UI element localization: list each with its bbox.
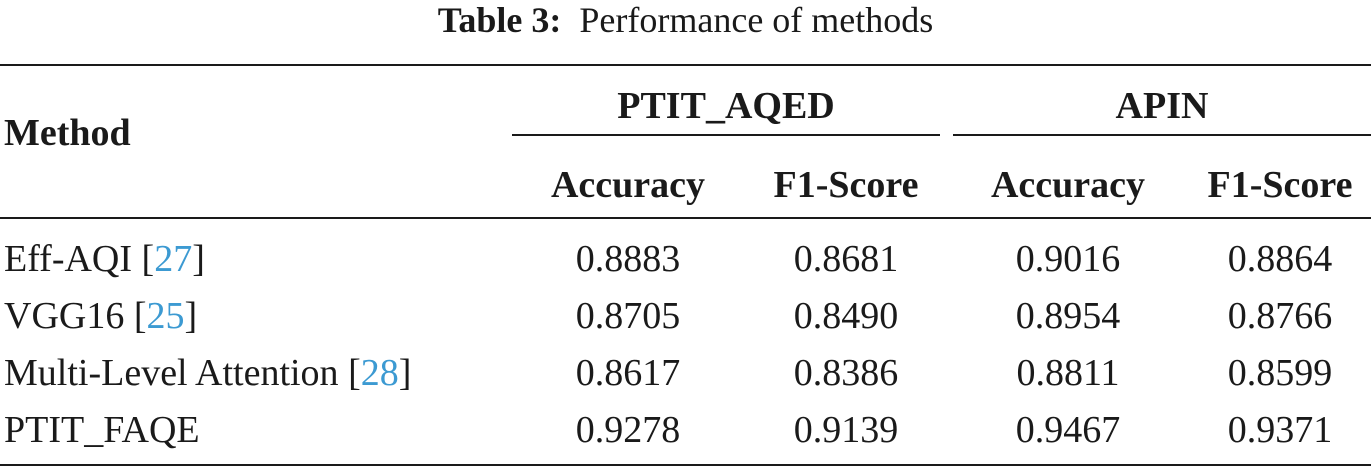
- table-caption: Table 3: Performance of methods: [0, 0, 1371, 46]
- value-cell: 0.8386: [793, 352, 899, 394]
- value-cell: 0.9139: [793, 409, 899, 451]
- metric-header-accuracy-2: Accuracy: [990, 164, 1146, 206]
- value-cell: 0.9016: [1015, 238, 1121, 280]
- value-cell: 0.9371: [1227, 409, 1333, 451]
- method-label: VGG16: [4, 295, 125, 337]
- value-cell: 0.8811: [1016, 352, 1120, 394]
- metric-header-f1-1: F1-Score: [773, 164, 919, 206]
- method-label: PTIT_FAQE: [4, 409, 200, 451]
- caption-text: Performance of methods: [579, 0, 934, 40]
- value-cell: 0.8705: [575, 295, 681, 337]
- bottom-rule: [0, 464, 1371, 466]
- group-header-apin: APIN: [1115, 85, 1209, 127]
- method-label: Eff-AQI: [4, 238, 133, 280]
- value-cell: 0.8617: [575, 352, 681, 394]
- caption-label: Table 3:: [437, 0, 562, 40]
- citation-link[interactable]: 27: [154, 238, 193, 280]
- value-cell: 0.8490: [793, 295, 899, 337]
- group-rule-ptit-aqed: [512, 134, 940, 136]
- metric-header-accuracy-1: Accuracy: [550, 164, 706, 206]
- header-rule: [0, 217, 1371, 219]
- value-cell: 0.8883: [575, 238, 681, 280]
- value-cell: 0.8681: [793, 238, 899, 280]
- method-name: Multi-Level Attention [28]: [4, 352, 412, 394]
- group-rule-apin: [953, 134, 1371, 136]
- method-header: Method: [4, 112, 131, 154]
- value-cell: 0.8864: [1227, 238, 1333, 280]
- group-header-ptit-aqed: PTIT_AQED: [617, 85, 835, 127]
- citation-link[interactable]: 28: [360, 352, 399, 394]
- method-name: Eff-AQI [27]: [4, 238, 205, 280]
- method-name: PTIT_FAQE: [4, 408, 200, 452]
- metric-header-f1-2: F1-Score: [1207, 164, 1353, 206]
- value-cell: 0.8954: [1015, 295, 1121, 337]
- method-name: VGG16 [25]: [4, 295, 198, 337]
- value-cell: 0.8766: [1227, 295, 1333, 337]
- value-cell: 0.9278: [575, 409, 681, 451]
- top-rule: [0, 64, 1371, 66]
- citation-link[interactable]: 25: [146, 295, 185, 337]
- method-label: Multi-Level Attention: [4, 352, 339, 394]
- value-cell: 0.9467: [1015, 409, 1121, 451]
- value-cell: 0.8599: [1227, 352, 1333, 394]
